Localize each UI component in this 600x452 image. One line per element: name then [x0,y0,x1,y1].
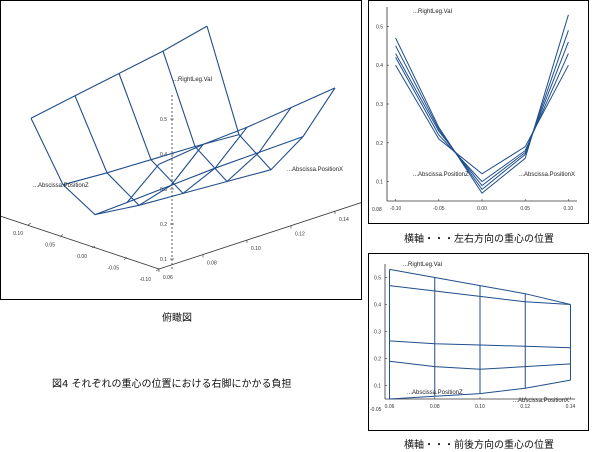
x-axis-title: ...Abscissa.PositionX [519,172,575,178]
z-tick [27,222,32,226]
z-tick-label: -0.10 [140,277,152,283]
series-line-2 [395,30,569,191]
y-tick-label: 0.3 [374,330,381,336]
series-line-3 [395,41,569,187]
series-line-4 [395,53,569,183]
y-tick-label: 0.5 [374,276,381,282]
x-axis-title: ...Abscissa.PositionX [513,398,569,404]
y-tick-label: 0.2 [374,357,381,363]
surface-line-x-0.1 [118,73,248,195]
x-tick-label: 0.06 [163,275,173,281]
overview-caption: 俯瞰図 [162,313,192,324]
series-line-5 [395,64,569,175]
z-axis-title: ...Abscissa.PositionZ [407,390,463,396]
y-tick-label: 0.2 [376,141,383,147]
surface-line-z-0.05 [62,134,240,186]
x-axis-title: ...Abscissa.PositionX [287,167,343,173]
z-tick-label: 0.05 [45,243,55,249]
z-axis-line [1,215,160,270]
value-tick-label: 0.4 [160,152,167,158]
corner-label: -0.05 [370,407,382,413]
y-tick-label: 0.3 [376,102,383,108]
frontback-caption: 横軸・・・前後方向の重心の位置 [404,440,554,451]
z-tick-label: 0.00 [77,254,87,260]
x-tick-label: 0.08 [430,404,440,410]
z-tick-label: -0.05 [108,266,120,272]
x-tick-label: 0.00 [477,206,487,212]
z-axis-title: ...Abscissa.PositionZ [33,183,89,189]
lateral-caption: 横軸・・・左右方向の重心の位置 [404,234,554,245]
surface-line-x-0.06 [30,117,160,216]
x-tick-label: 0.10 [251,246,261,252]
x-tick-label: 0.06 [385,404,395,410]
x-axis-line [158,202,361,270]
z-tick [155,268,160,272]
z-value-label: ...RightLeg.Val [173,77,212,83]
x-tick-label: -0.05 [433,206,445,212]
series-line-1 [395,14,569,194]
value-tick-label: 0.2 [160,222,167,228]
x-tick-label: 0.14 [566,404,576,410]
z-tick [91,245,96,249]
value-tick-label: 0.5 [160,117,167,123]
x-tick-label: 0.14 [339,217,349,223]
y-tick-label: 0.5 [376,24,383,30]
z-tick-label: 0.10 [13,231,23,237]
z-value-label: ...RightLeg.Val [403,262,442,268]
frontback-chart: 0.1 0.2 0.3 0.4 0.5 0.06 0.08 0.10 0.12 0.14 -0.05… [370,262,576,413]
corner-label: 0.08 [372,207,382,213]
x-tick-label: 0.12 [520,404,530,410]
x-tick-label: 0.10 [563,206,573,212]
y-tick-label: 0.1 [376,180,383,186]
y-tick-label: 0.4 [376,63,383,69]
surface-line-z--0.05 [126,136,304,204]
surface-line-z-0.1 [30,25,208,119]
x-tick-label: 0.10 [475,404,485,410]
lateral-chart: 0.1 0.2 0.3 0.4 0.5 -0.10 -0.05 0.00 0.05 0.10 0.0… [372,7,577,213]
z-tick [123,257,128,260]
y-tick-label: 0.4 [374,303,381,309]
y-tick-label: 0.1 [374,384,381,390]
x-tick-label: 0.12 [295,232,305,238]
value-tick-label: 0.1 [160,257,167,263]
x-tick-label: -0.10 [390,206,402,212]
surface-plot: 0.06 0.08 0.10 0.12 0.14 0.10 0.05 0.00 -0.05 -0.… [1,25,361,283]
surface-line-z--0.1 [158,87,336,165]
surface-line-z-0 [94,169,272,216]
x-tick-label: 0.08 [207,261,217,267]
z-value-label: ...RightLeg.Val [413,9,452,15]
lateral-chart-panel: 0.1 0.2 0.3 0.4 0.5 -0.10 -0.05 0.00 0.05 0.10 0.0… [368,0,589,224]
frontback-chart-panel: 0.1 0.2 0.3 0.4 0.5 0.06 0.08 0.10 0.12 0.14 -0.05… [368,253,589,431]
figure-title: 図4 それぞれの重心の位置における右脚にかかる負担 [52,379,292,390]
surface-plot-panel: 0.06 0.08 0.10 0.12 0.14 0.10 0.05 0.00 -0.05 -0.… [0,0,362,300]
z-axis-title: ...Abscissa.PositionZ [413,172,469,178]
x-tick-label: 0.05 [520,206,530,212]
z-tick [59,234,64,237]
